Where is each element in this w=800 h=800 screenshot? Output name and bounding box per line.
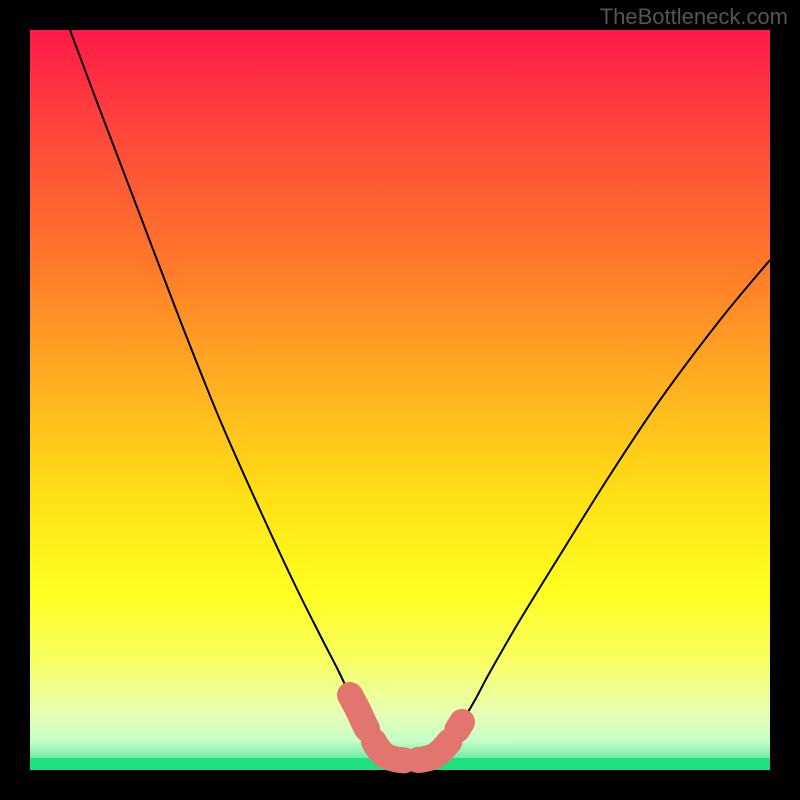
valley-marker bbox=[350, 695, 462, 760]
bottleneck-curve bbox=[70, 30, 770, 760]
chart-svg bbox=[0, 0, 800, 800]
plot-gradient-bg bbox=[30, 30, 770, 770]
green-base-strip bbox=[30, 758, 770, 770]
watermark-text: TheBottleneck.com bbox=[600, 4, 788, 30]
chart-canvas: TheBottleneck.com bbox=[0, 0, 800, 800]
